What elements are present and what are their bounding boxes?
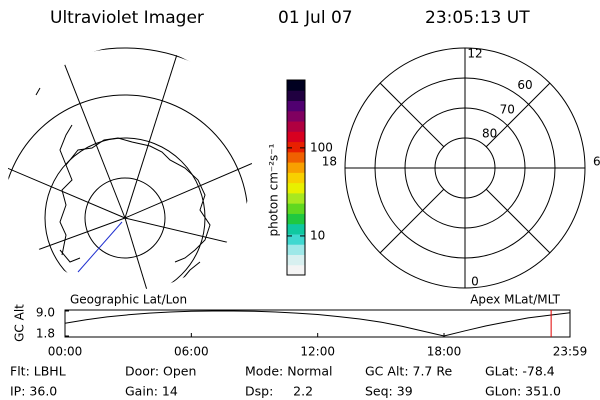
meridian	[124, 159, 252, 219]
colorbar-tick-label: 100	[310, 140, 333, 154]
mlt-label: 0	[471, 275, 479, 289]
meridian	[124, 217, 252, 251]
colorbar-label: photon cm⁻²s⁻¹	[267, 143, 281, 236]
status-item: Door: Open	[125, 364, 196, 379]
orbit-line	[64, 310, 571, 337]
colorbar-segment	[287, 264, 305, 276]
mlat-label: 70	[500, 102, 515, 116]
colorbar-segment	[287, 182, 305, 194]
y-tick-label: 1.8	[36, 327, 55, 341]
status-item: Gain: 14	[125, 384, 178, 399]
colorbar-segment	[287, 172, 305, 184]
x-tick-label: 23:59	[553, 345, 588, 359]
mlat-label: 80	[482, 127, 497, 141]
y-axis-label: GC Alt	[13, 304, 27, 342]
colorbar-frame	[286, 79, 306, 276]
satellite-track	[77, 221, 123, 273]
mlt-spoke	[379, 188, 445, 254]
date: 01 Jul 07	[278, 8, 353, 28]
x-tick-label: 12:00	[300, 345, 335, 359]
colorbar-segment	[287, 162, 305, 173]
colorbar-segment	[287, 121, 305, 132]
lat-circle	[8, 47, 252, 290]
meridian	[54, 46, 126, 219]
mlt-label: 6	[593, 155, 600, 169]
polar-label: Apex MLat/MLT	[470, 293, 560, 307]
colorbar-segment	[287, 90, 305, 102]
status-item: GLon: 351.0	[485, 384, 561, 399]
colorbar-segment	[287, 131, 305, 143]
colorbar-segment	[287, 223, 305, 235]
colorbar-segment	[287, 151, 305, 163]
colorbar-segment	[287, 80, 305, 91]
colorbar-segment	[287, 141, 305, 153]
time: 23:05:13 UT	[425, 8, 530, 28]
status-item: Dsp: 2.2	[245, 384, 313, 399]
colorbar-segment	[287, 244, 305, 255]
colorbar-tick-label: 10	[310, 228, 325, 242]
colorbar-segment	[287, 254, 305, 266]
status-item: Seq: 39	[365, 384, 413, 399]
mlt-spoke	[485, 188, 551, 254]
colorbar-segment	[287, 192, 305, 204]
mlt-label: 18	[322, 155, 337, 169]
mlt-spoke	[485, 82, 551, 148]
meridian	[124, 46, 181, 219]
y-tick-label: 9.0	[36, 306, 55, 320]
instrument-title: Ultraviolet Imager	[50, 8, 204, 28]
x-tick-label: 18:00	[427, 345, 462, 359]
coastline	[35, 59, 246, 283]
status-item: GLat: -78.4	[485, 364, 555, 379]
colorbar-segment	[287, 100, 305, 112]
x-tick-label: 00:00	[48, 345, 83, 359]
status-item: Mode: Normal	[245, 364, 332, 379]
status-item: IP: 36.0	[10, 384, 57, 399]
colorbar-segment	[287, 203, 305, 214]
status-item: Flt: LBHL	[10, 364, 66, 379]
mlat-label: 60	[517, 78, 532, 92]
geo-map-label: Geographic Lat/Lon	[70, 293, 187, 307]
colorbar-segment	[287, 233, 305, 245]
x-tick-label: 06:00	[174, 345, 209, 359]
lat-circle	[84, 177, 166, 259]
colorbar-segment	[287, 213, 305, 225]
status-item: GC Alt: 7.7 Re	[365, 364, 452, 379]
meridian	[124, 217, 151, 290]
mlt-spoke	[379, 82, 445, 148]
colorbar-segment	[287, 110, 305, 122]
mlt-label: 12	[467, 47, 482, 61]
